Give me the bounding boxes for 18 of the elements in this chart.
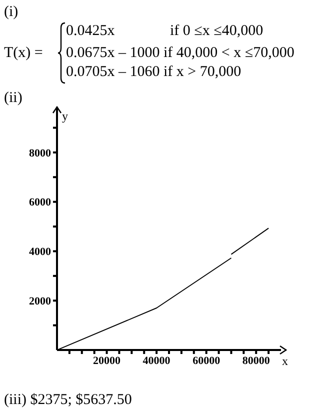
x-axis-title: x [282,354,288,369]
y-tick-label: 2000 [29,296,52,308]
text: 0.0425x [66,22,115,40]
text: 0.0675x – 1000 if 40,000 < x ≤70,000 [66,44,294,62]
x-tick-label: 60000 [192,354,221,367]
text: (i) [4,3,18,21]
y-tick-label: 6000 [29,196,52,209]
text: (ii) [4,89,22,107]
y-axis-title: y [62,109,68,124]
x-tick-label: 20000 [93,354,122,367]
text: 0.0705x – 1060 if x > 70,000 [66,63,242,81]
x-tick-label: 80000 [242,354,270,367]
x-tick-label: 40000 [142,354,171,367]
y-tick-label: 4000 [29,246,52,258]
y-tick-label: 8000 [29,147,52,160]
text: (iii) $2375; $5637.50 [4,391,132,409]
text: T(x) = [4,44,43,62]
text: if 0 ≤x ≤40,000 [170,22,264,40]
